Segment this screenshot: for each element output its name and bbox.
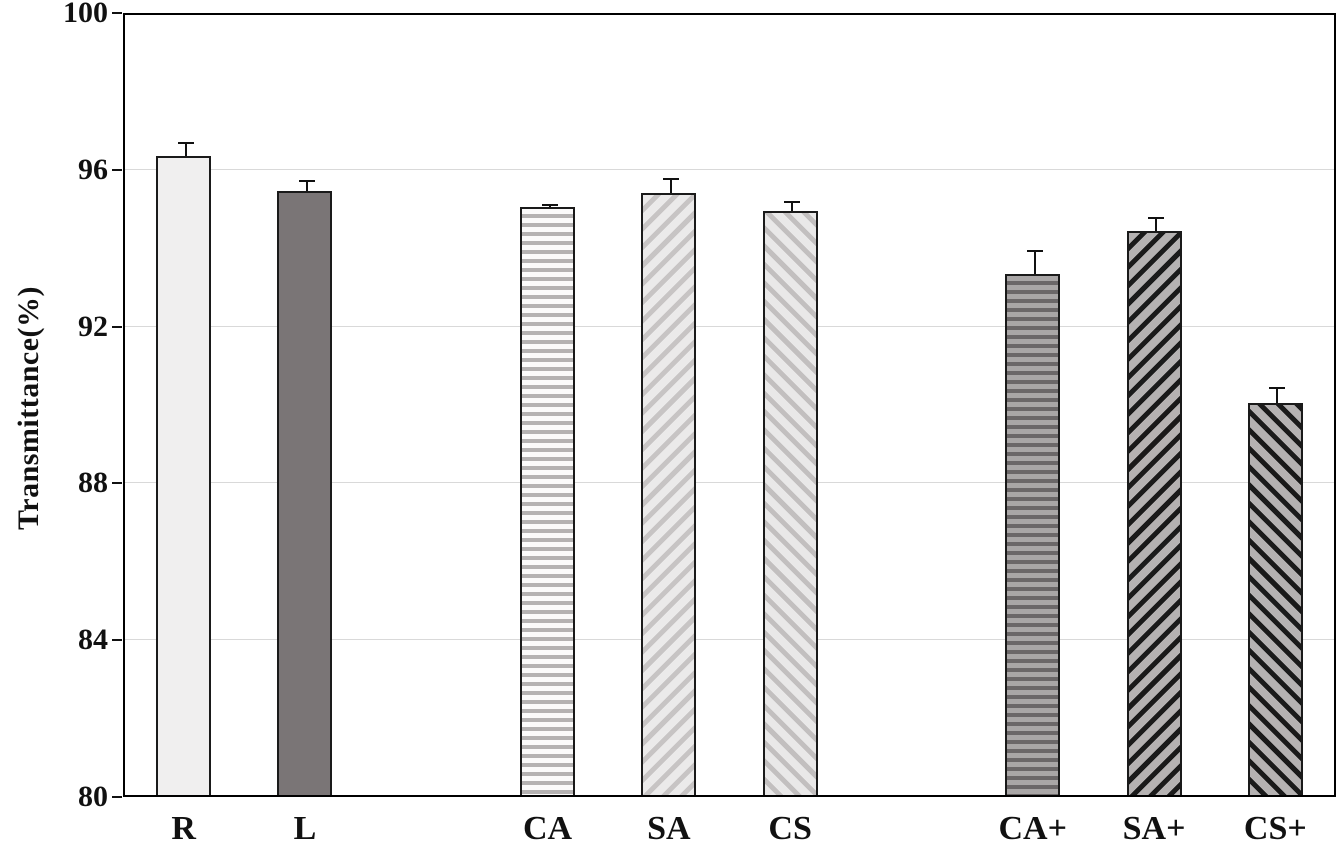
gridline-88 (125, 482, 1334, 484)
error-bar-cap (784, 201, 801, 204)
x-tick-label-SA+: SA+ (1122, 810, 1186, 847)
x-tick-label-R: R (171, 810, 196, 847)
error-bar-CS (782, 201, 802, 211)
bar-R (156, 156, 212, 795)
error-bar-stem (1276, 387, 1279, 403)
error-bar-stem (669, 177, 672, 194)
gridline-92 (125, 325, 1334, 327)
bar-CS (762, 210, 818, 795)
error-bar-stem (184, 142, 187, 157)
error-bar-R (176, 142, 196, 157)
y-tick-mark-88 (112, 482, 122, 485)
x-tick-label-L: L (293, 810, 317, 847)
error-bar-stem (1155, 216, 1158, 231)
y-tick-mark-92 (112, 325, 122, 328)
y-tick-label-92: 92 (78, 309, 108, 343)
y-tick-label-80: 80 (78, 780, 108, 813)
y-tick-mark-100 (112, 12, 122, 14)
x-tick-label-CA+: CA+ (998, 810, 1067, 847)
gridline-96 (125, 168, 1334, 170)
y-tick-mark-80 (112, 796, 122, 798)
plot-area (123, 13, 1336, 797)
error-bar-CS+ (1267, 387, 1287, 403)
x-tick-label-CS+: CS+ (1243, 810, 1307, 847)
gridline-84 (125, 639, 1334, 641)
error-bar-L (297, 179, 317, 192)
error-bar-cap (1148, 216, 1165, 219)
error-bar-cap (298, 179, 315, 182)
bar-SA+ (1126, 230, 1182, 795)
error-bar-stem (305, 179, 308, 192)
error-bar-CA (540, 203, 560, 207)
error-bar-CA+ (1025, 250, 1045, 274)
y-axis-title: Transmittance(%) (12, 285, 45, 531)
y-tick-mark-84 (112, 639, 122, 642)
y-tick-mark-96 (112, 168, 122, 171)
error-bar-SA (661, 177, 681, 194)
y-tick-label-84: 84 (78, 623, 108, 657)
error-bar-stem (791, 201, 794, 211)
bar-L (277, 191, 333, 795)
error-bar-cap (1269, 387, 1286, 390)
y-tick-label-88: 88 (78, 466, 108, 500)
x-tick-label-CS: CS (768, 810, 812, 847)
error-bar-SA+ (1146, 216, 1166, 231)
error-bar-cap (177, 142, 194, 145)
error-bar-cap (662, 177, 679, 180)
bar-CS+ (1247, 403, 1303, 795)
error-bar-cap (541, 203, 558, 206)
y-tick-label-96: 96 (78, 152, 108, 186)
y-tick-label-100: 100 (63, 0, 108, 29)
bar-CA (520, 207, 576, 795)
x-tick-label-CA: CA (522, 810, 573, 847)
error-bar-cap (1026, 250, 1043, 253)
error-bar-stem (1033, 250, 1036, 274)
bar-SA (641, 193, 697, 795)
x-tick-label-SA: SA (647, 810, 691, 847)
bar-CA+ (1005, 273, 1061, 795)
